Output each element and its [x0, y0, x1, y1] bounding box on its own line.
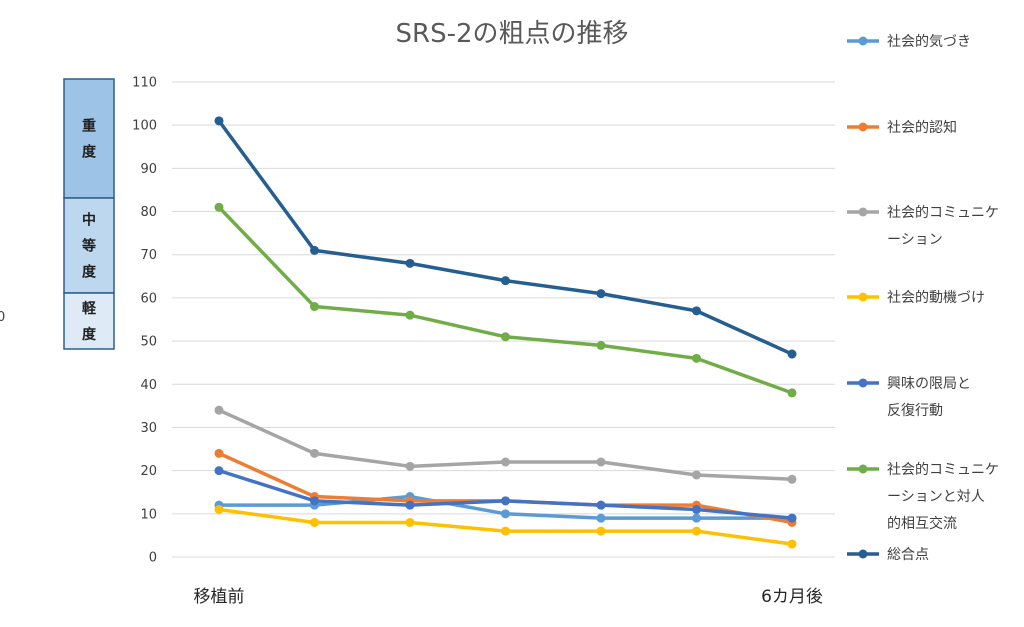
data-point	[214, 466, 224, 476]
severity-band-2	[63, 292, 115, 350]
data-point	[787, 539, 797, 549]
data-point	[787, 513, 797, 523]
y-tick-label: 40	[140, 378, 157, 393]
legend-entry-0: 社会的気づき	[847, 34, 971, 50]
legend-label: 興味の限局と反復行動	[887, 376, 971, 419]
series-4	[214, 466, 797, 523]
series-5	[214, 202, 797, 398]
data-point	[310, 496, 319, 506]
data-point	[405, 517, 415, 527]
y-tick-label: 20	[140, 464, 157, 479]
legend: 社会的気づき社会的認知社会的コミュニケーション社会的動機づけ興味の限局と反復行動…	[847, 34, 999, 563]
legend-entry-2: 社会的コミュニケーション	[847, 205, 999, 248]
x-category-label: 移植前	[194, 587, 245, 607]
y-axis: 0 10 20 30 40 50 60 70 80 90 100 110	[132, 76, 157, 566]
legend-marker	[858, 36, 868, 46]
legend-label: 総合点	[887, 547, 929, 563]
series-lines	[214, 116, 797, 549]
legend-entry-5: 社会的コミュニケーションと対人的相互交流	[847, 462, 999, 532]
legend-entry-6: 総合点	[847, 547, 929, 563]
data-point	[787, 474, 797, 484]
severity-band-label-1: 中等度	[82, 212, 97, 281]
data-point	[501, 496, 510, 506]
legend-marker	[858, 292, 868, 302]
legend-marker	[858, 549, 868, 559]
data-point	[596, 500, 606, 510]
data-point	[596, 340, 606, 350]
series-line	[217, 119, 794, 356]
data-point	[405, 500, 415, 510]
y-tick-label: 30	[140, 421, 157, 436]
legend-label: 社会的コミュニケーションと対人的相互交流	[887, 462, 999, 532]
legend-entry-3: 社会的動機づけ	[847, 290, 985, 306]
chart-title: SRS-2の粗点の推移	[396, 19, 629, 49]
severity-band-0	[63, 78, 115, 199]
y-tick-label: 50	[140, 335, 157, 350]
data-point	[596, 289, 606, 299]
data-point	[692, 306, 701, 316]
y-tick-label: 90	[140, 162, 157, 177]
data-point	[214, 116, 224, 126]
severity-band-label-2: 軽度	[82, 300, 97, 343]
data-point	[310, 302, 319, 312]
data-point	[596, 513, 606, 523]
data-point	[310, 448, 319, 458]
legend-label: 社会的気づき	[887, 34, 971, 50]
legend-marker	[858, 207, 868, 217]
data-point	[692, 513, 701, 523]
legend-label: 社会的認知	[887, 119, 957, 136]
data-point	[310, 245, 319, 255]
y-tick-label: 100	[132, 119, 157, 134]
series-2	[214, 405, 797, 484]
legend-entry-4: 興味の限局と反復行動	[847, 376, 971, 419]
severity-band-1	[63, 197, 115, 294]
y-tick-label: 60	[140, 291, 157, 306]
data-point	[692, 526, 701, 536]
data-point	[692, 353, 701, 363]
data-point	[405, 461, 415, 471]
y-tick-label: 80	[140, 205, 157, 220]
y-tick-label: 70	[140, 248, 157, 263]
x-axis: 移植前 6カ月後	[194, 587, 823, 607]
y-tick-label: 110	[132, 76, 157, 91]
y-tick-label: 10	[140, 507, 157, 522]
legend-label: 社会的動機づけ	[887, 290, 985, 306]
left-edge-label: 0	[0, 310, 5, 325]
data-point	[596, 526, 606, 536]
legend-label: 社会的コミュニケーション	[887, 205, 999, 248]
data-point	[692, 505, 701, 514]
y-tick-label: 0	[149, 551, 157, 566]
data-point	[501, 509, 510, 519]
legend-marker	[858, 378, 868, 388]
series-line	[217, 408, 794, 482]
series-6	[214, 116, 797, 359]
legend-entry-1: 社会的認知	[847, 119, 957, 136]
data-point	[501, 332, 510, 342]
data-point	[596, 457, 606, 467]
series-3	[214, 505, 797, 549]
x-category-label: 6カ月後	[761, 587, 823, 607]
severity-band-label-0: 重度	[82, 118, 97, 161]
data-point	[501, 457, 510, 467]
data-point	[501, 526, 510, 536]
data-point	[214, 405, 224, 415]
data-point	[214, 448, 224, 458]
data-point	[787, 349, 797, 359]
data-point	[692, 470, 701, 480]
data-point	[214, 505, 224, 514]
data-point	[501, 276, 510, 286]
legend-marker	[858, 122, 868, 132]
data-point	[214, 202, 224, 212]
data-point	[310, 517, 319, 527]
data-point	[405, 258, 415, 268]
legend-marker	[858, 464, 868, 474]
data-point	[787, 388, 797, 398]
data-point	[405, 310, 415, 320]
gridlines	[172, 81, 835, 558]
